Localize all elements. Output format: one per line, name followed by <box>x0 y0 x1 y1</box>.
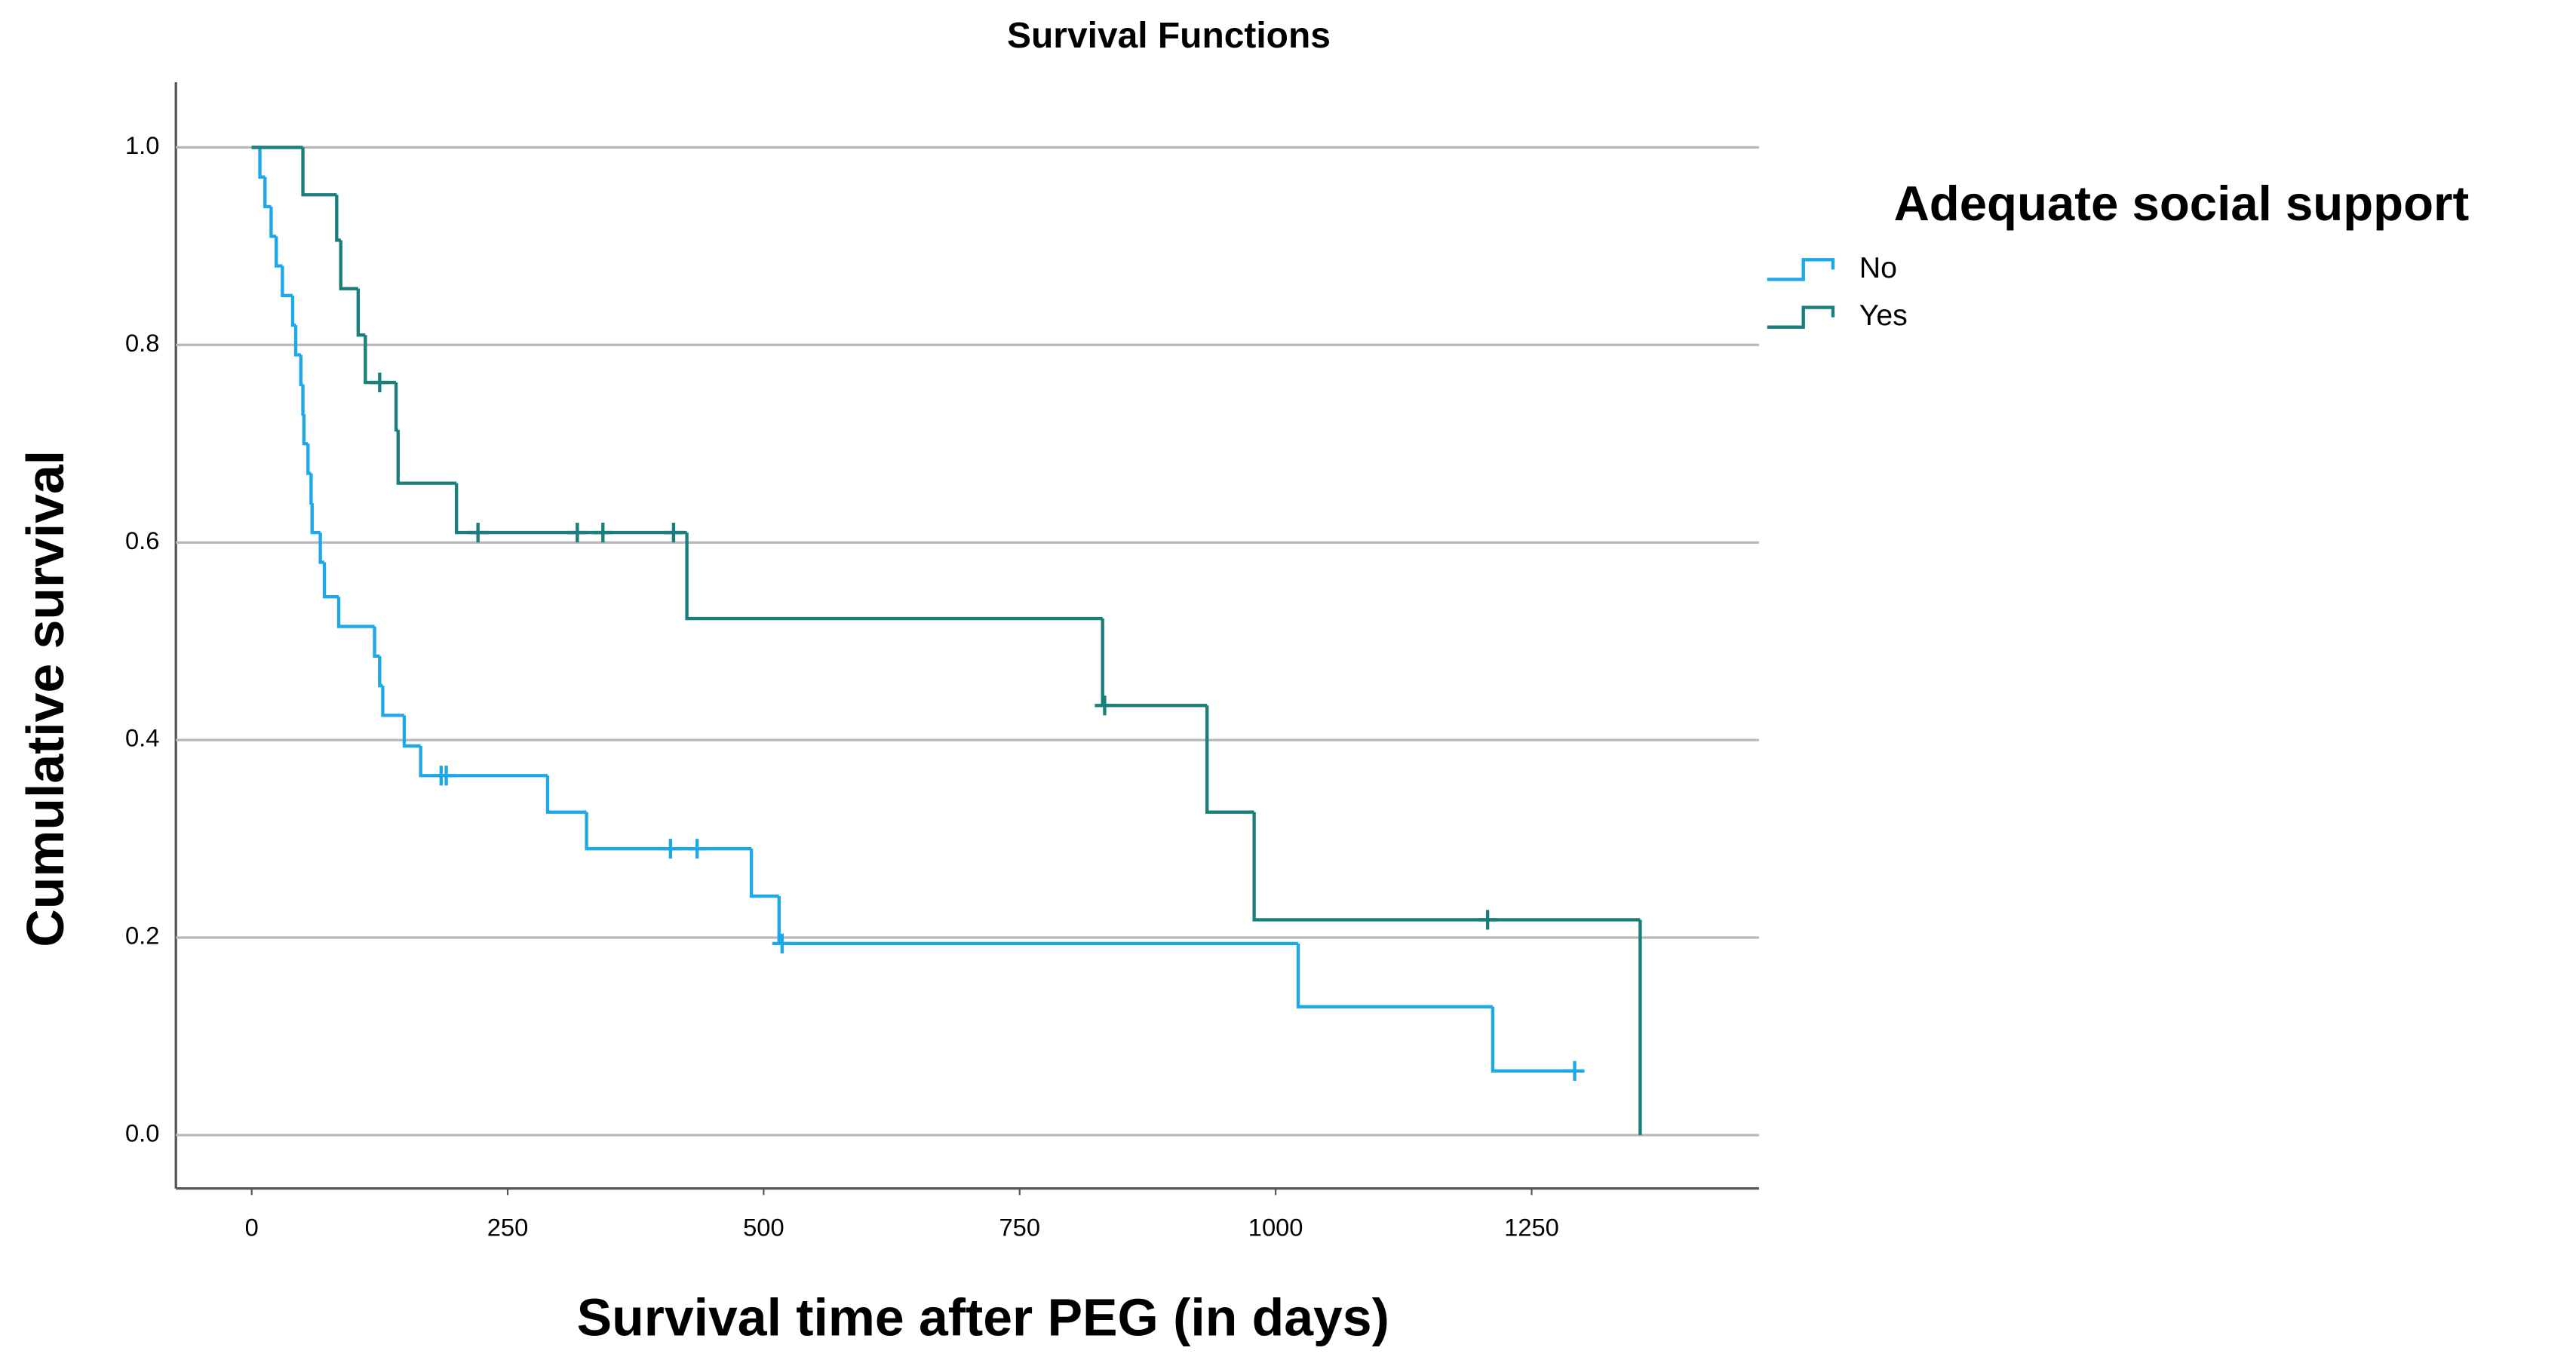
survival-step <box>310 502 321 535</box>
survival-step <box>356 288 366 337</box>
survival-step <box>306 444 312 475</box>
censor-mark <box>1478 910 1498 930</box>
survival-step <box>281 266 293 298</box>
y-tick-label: 1.0 <box>125 131 159 159</box>
survival-step <box>318 533 325 564</box>
x-axis-label: Survival time after PEG (in days) <box>577 1288 1389 1347</box>
survival-step <box>545 775 587 814</box>
x-tick-label: 250 <box>487 1214 529 1242</box>
survival-step <box>336 597 375 628</box>
chart-title: Survival Functions <box>1007 16 1331 56</box>
survival-step <box>269 206 277 238</box>
survival-step <box>299 355 303 386</box>
censor-mark <box>772 933 792 953</box>
survival-step <box>749 849 779 898</box>
censor-mark <box>567 523 588 543</box>
censor-mark <box>593 523 613 543</box>
survival-step <box>302 413 309 446</box>
survival-step <box>1101 619 1208 708</box>
y-axis-label: Cumulative survival <box>16 450 75 947</box>
censor-mark <box>1095 695 1115 716</box>
legend-label: No <box>1859 251 1897 284</box>
survival-step <box>685 533 1103 621</box>
y-tick-label: 0.6 <box>125 526 159 554</box>
survival-step <box>339 240 358 290</box>
censor-mark <box>1564 1061 1585 1081</box>
survival-step <box>402 715 421 748</box>
survival-step <box>1491 1006 1575 1073</box>
survival-step <box>419 745 548 778</box>
survival-step <box>394 382 398 432</box>
survival-step <box>263 177 272 209</box>
survival-step <box>378 655 383 688</box>
survival-step <box>322 562 339 599</box>
censor-mark <box>687 839 708 859</box>
survival-step <box>290 295 296 327</box>
survival-step <box>381 686 404 717</box>
survival-step <box>1296 943 1493 1008</box>
censor-mark <box>660 839 680 859</box>
y-tick-label: 0.4 <box>125 724 159 752</box>
survival-step <box>301 147 337 197</box>
legend-label: Yes <box>1859 299 1908 332</box>
x-tick-label: 500 <box>743 1214 784 1242</box>
legend-swatch <box>1767 258 1835 281</box>
survival-step <box>454 483 687 535</box>
x-tick-label: 0 <box>245 1214 259 1242</box>
survival-step <box>309 473 313 505</box>
x-tick-label: 750 <box>999 1214 1041 1242</box>
x-tick-label: 1250 <box>1504 1214 1559 1242</box>
censor-mark <box>663 523 684 543</box>
x-tick-label: 1000 <box>1248 1214 1303 1242</box>
survival-step <box>258 147 266 179</box>
survival-step <box>396 429 457 485</box>
legend-title: Adequate social support <box>1894 176 2470 231</box>
survival-step <box>1205 705 1254 814</box>
survival-step <box>1252 812 1641 922</box>
survival-step <box>275 236 283 268</box>
y-tick-label: 0.2 <box>125 922 159 950</box>
survival-step <box>373 626 380 658</box>
censor-mark <box>370 372 390 393</box>
survival-step <box>335 195 341 242</box>
survival-step <box>301 384 305 416</box>
censor-mark <box>436 766 456 786</box>
legend-swatch <box>1767 305 1835 329</box>
y-tick-label: 0.8 <box>125 329 159 357</box>
censor-mark <box>468 523 488 543</box>
y-tick-label: 0.0 <box>125 1119 159 1147</box>
survival-step <box>293 325 301 357</box>
